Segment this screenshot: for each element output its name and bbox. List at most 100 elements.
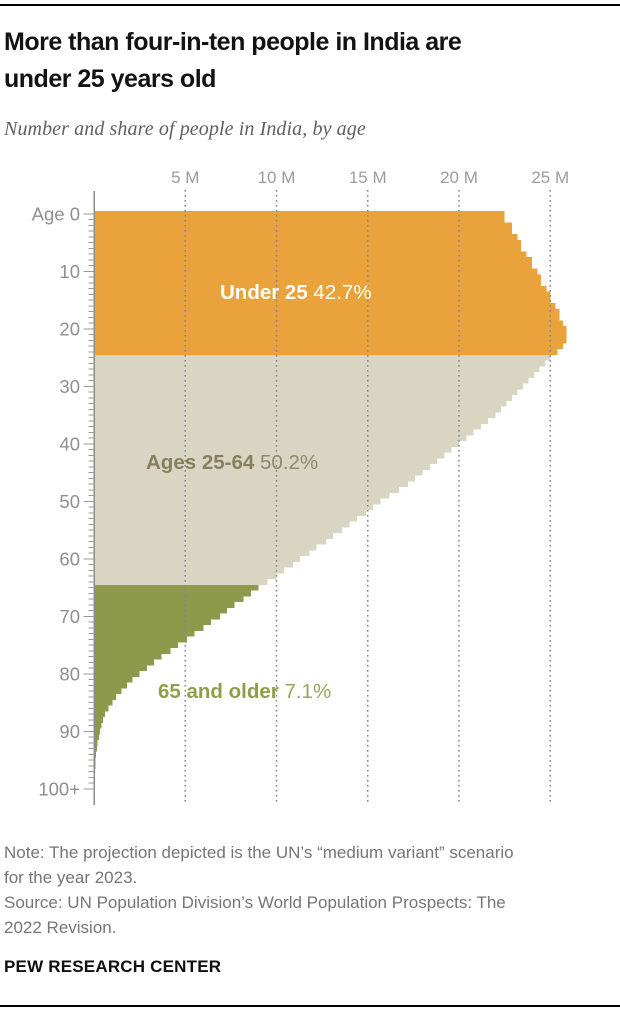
age-bar bbox=[94, 274, 542, 281]
age-bar bbox=[94, 314, 560, 321]
age-bar bbox=[94, 412, 496, 419]
y-axis-tick-label: 100+ bbox=[38, 778, 80, 799]
age-bar bbox=[94, 262, 532, 269]
population-pyramid-chart: 5 M 10 M 15 M 20 M 25 M Age 0 10 20 30 40 50 60 70 80… bbox=[0, 150, 620, 820]
age-bar bbox=[94, 458, 438, 465]
age-bar bbox=[94, 297, 551, 304]
bars-group bbox=[94, 211, 567, 792]
series-label: Ages 25-64 50.2% bbox=[146, 451, 318, 474]
age-bar bbox=[94, 653, 162, 660]
age-bar bbox=[94, 372, 534, 378]
age-bar bbox=[94, 389, 518, 396]
x-axis-tick-label: 10 M bbox=[258, 168, 296, 187]
x-axis-tick-label: 20 M bbox=[440, 168, 478, 187]
chart-title: More than four-in-ten people in India ar… bbox=[4, 24, 462, 98]
age-bar bbox=[94, 515, 357, 522]
age-bar bbox=[94, 619, 211, 626]
note-line: Note: The projection depicted is the UN’… bbox=[4, 843, 514, 862]
age-bar bbox=[94, 671, 140, 677]
age-bar bbox=[94, 722, 102, 729]
age-bar bbox=[94, 383, 523, 390]
age-bar bbox=[94, 734, 99, 741]
y-axis-tick-label: 60 bbox=[59, 548, 80, 569]
age-bar bbox=[94, 642, 178, 649]
x-axis-labels-group: 5 M 10 M 15 M 20 M 25 M bbox=[171, 168, 569, 187]
age-bar bbox=[94, 745, 97, 752]
age-bar bbox=[94, 331, 567, 338]
age-bar bbox=[94, 492, 390, 499]
note-line: for the year 2023. bbox=[4, 868, 138, 887]
y-axis-tick-label: 50 bbox=[59, 491, 80, 512]
age-bar bbox=[94, 469, 423, 476]
age-bar bbox=[94, 280, 542, 286]
chart-note: Note: The projection depicted is the UN’… bbox=[4, 840, 514, 940]
age-bar bbox=[94, 343, 564, 350]
age-bar bbox=[94, 607, 228, 614]
age-bar bbox=[94, 556, 301, 562]
age-bar bbox=[94, 676, 133, 683]
age-bar bbox=[94, 308, 560, 315]
age-bar bbox=[94, 682, 127, 689]
age-bar bbox=[94, 665, 147, 672]
age-bar bbox=[94, 216, 505, 223]
y-axis-tick-label: 80 bbox=[59, 663, 80, 684]
age-bar bbox=[94, 211, 505, 217]
age-bar bbox=[94, 648, 171, 654]
age-bar bbox=[94, 423, 481, 430]
age-bar bbox=[94, 303, 556, 309]
age-bar bbox=[94, 636, 188, 643]
series-label: Under 25 42.7% bbox=[220, 281, 372, 304]
series-label: 65 and older 7.1% bbox=[158, 680, 331, 703]
age-bar bbox=[94, 366, 540, 373]
source-line: Source: UN Population Division’s World P… bbox=[4, 893, 506, 912]
y-axis-group bbox=[83, 191, 95, 805]
chart-subtitle: Number and share of people in India, by … bbox=[4, 118, 366, 140]
age-bar bbox=[94, 579, 268, 585]
age-bar bbox=[94, 400, 507, 407]
source-line: 2022 Revision. bbox=[4, 918, 117, 937]
age-bar bbox=[94, 625, 204, 631]
age-bar bbox=[94, 251, 527, 258]
age-bar bbox=[94, 544, 317, 551]
age-bar bbox=[94, 596, 244, 603]
age-bar bbox=[94, 630, 195, 637]
age-bar bbox=[94, 584, 259, 591]
age-bar bbox=[94, 567, 284, 574]
age-bar bbox=[94, 395, 512, 401]
age-bar bbox=[94, 533, 334, 539]
y-axis-tick-label: 30 bbox=[59, 376, 80, 397]
y-axis-tick-label: 20 bbox=[59, 318, 80, 339]
chart-title-line2: under 25 years old bbox=[4, 65, 216, 93]
age-bar bbox=[94, 711, 105, 718]
age-bar bbox=[94, 406, 501, 413]
age-bar bbox=[94, 337, 567, 344]
age-bar bbox=[94, 487, 399, 493]
age-bar bbox=[94, 464, 430, 470]
age-bar bbox=[94, 435, 467, 442]
age-bar bbox=[94, 360, 545, 367]
age-bar bbox=[94, 740, 98, 746]
age-bar bbox=[94, 538, 326, 545]
age-bar bbox=[94, 326, 567, 332]
y-axis-labels-group: Age 0 10 20 30 40 50 60 70 80 90 100+ bbox=[32, 203, 80, 799]
age-bar bbox=[94, 510, 366, 516]
age-bar bbox=[94, 561, 293, 568]
bottom-rule bbox=[0, 1005, 620, 1007]
chart-svg: 5 M 10 M 15 M 20 M 25 M Age 0 10 20 30 40 50 60 70 80… bbox=[32, 168, 569, 805]
age-bar bbox=[94, 699, 113, 706]
age-bar bbox=[94, 751, 97, 758]
age-bar bbox=[94, 245, 522, 252]
x-axis-tick-label: 5 M bbox=[171, 168, 199, 187]
age-bar bbox=[94, 481, 408, 488]
age-bar bbox=[94, 521, 350, 528]
age-bar bbox=[94, 268, 538, 275]
age-bar bbox=[94, 550, 310, 557]
x-axis-tick-label: 15 M bbox=[349, 168, 387, 187]
age-bar bbox=[94, 613, 220, 620]
y-axis-tick-label: Age 0 bbox=[32, 203, 80, 224]
age-bar bbox=[94, 590, 251, 597]
chart-title-line1: More than four-in-ten people in India ar… bbox=[4, 28, 462, 56]
annotations-group: Under 25 42.7% Ages 25-64 50.2% 65 and old… bbox=[146, 281, 372, 703]
age-bar bbox=[94, 441, 459, 447]
age-bar bbox=[94, 354, 551, 361]
